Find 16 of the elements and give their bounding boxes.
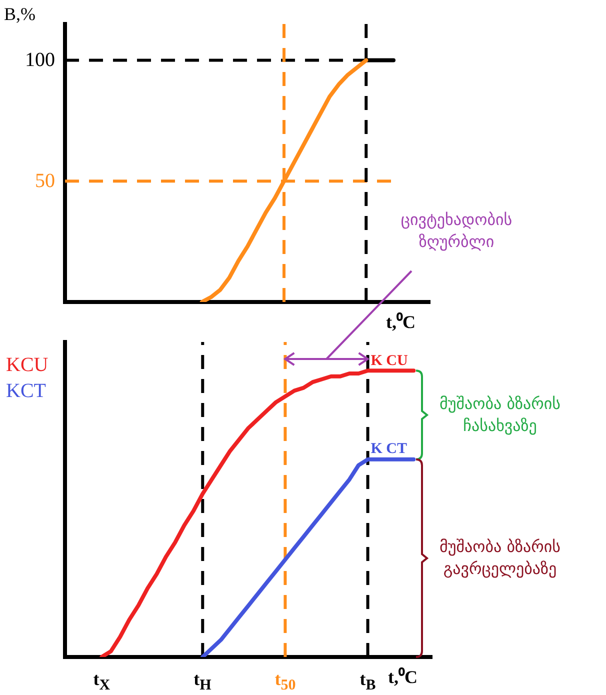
x-tick-label: t$_{50}$ [274,669,296,695]
text: KCT [6,379,47,404]
x-axis-title: t,⁰C [388,667,418,687]
x-axis-title: t,⁰C [386,312,416,332]
text: მუშაობა ბზარის გავრცელებაზე [438,536,562,580]
text: მუშაობა ბზარის ჩასახვაზე [438,393,562,438]
y-tick-label: 50 [35,170,55,192]
y-axis-title: B,% [4,4,36,24]
annotation: K CU [370,352,408,371]
text: KCU [6,353,48,378]
x-tick-label: t$_{В}$ [360,669,376,695]
annotation: ცივტეხადობის ზღურბლი [400,209,514,253]
x-tick-label: t$_{Х}$ [93,669,110,695]
annotation: K CT [370,440,408,460]
y-tick-label: 100 [25,49,55,72]
x-tick-label: t$_{Н}$ [194,669,212,695]
